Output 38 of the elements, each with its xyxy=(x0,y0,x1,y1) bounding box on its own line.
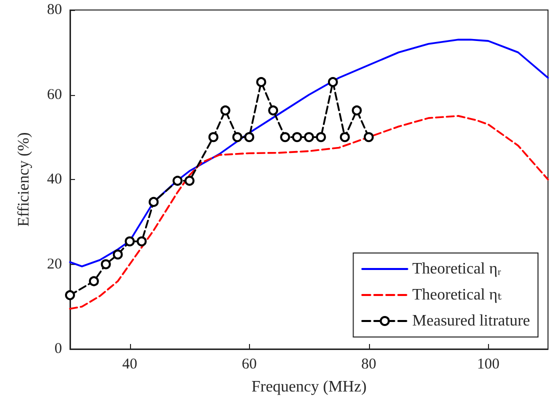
point xyxy=(124,236,135,246)
legend-label: Measured litrature xyxy=(412,312,530,330)
point xyxy=(244,132,254,142)
y-tick-label: 40 xyxy=(47,172,62,188)
x-tick-label: 80 xyxy=(361,356,376,372)
point xyxy=(88,276,99,286)
point xyxy=(136,236,147,246)
x-tick-label: 60 xyxy=(242,356,257,372)
point xyxy=(172,176,183,186)
point xyxy=(304,132,314,142)
line-series xyxy=(69,115,549,310)
x-axis-title: Frequency (MHz) xyxy=(251,378,367,396)
y-tick-label: 80 xyxy=(47,2,62,18)
point xyxy=(65,290,75,300)
x-tick-label: 100 xyxy=(477,356,500,372)
legend-label: Theoretical ηₜ xyxy=(412,286,502,304)
point xyxy=(364,132,374,142)
point xyxy=(232,132,242,142)
point xyxy=(340,132,350,142)
y-tick-label: 20 xyxy=(47,256,62,272)
point xyxy=(100,259,111,270)
y-tick-label: 0 xyxy=(54,341,62,357)
point xyxy=(184,176,194,186)
point xyxy=(220,105,230,116)
point xyxy=(208,132,218,142)
y-tick-label: 60 xyxy=(47,86,62,103)
point xyxy=(352,105,362,116)
point xyxy=(268,105,278,116)
point xyxy=(280,132,290,142)
legend-label: Theoretical ηᵣ xyxy=(412,260,502,278)
point xyxy=(256,77,266,88)
point xyxy=(292,132,302,142)
point xyxy=(112,250,123,260)
point xyxy=(328,77,338,88)
point xyxy=(316,132,326,142)
point xyxy=(148,196,159,207)
y-axis-title: Efficiency (%) xyxy=(16,132,32,227)
x-tick-label: 40 xyxy=(122,356,138,372)
